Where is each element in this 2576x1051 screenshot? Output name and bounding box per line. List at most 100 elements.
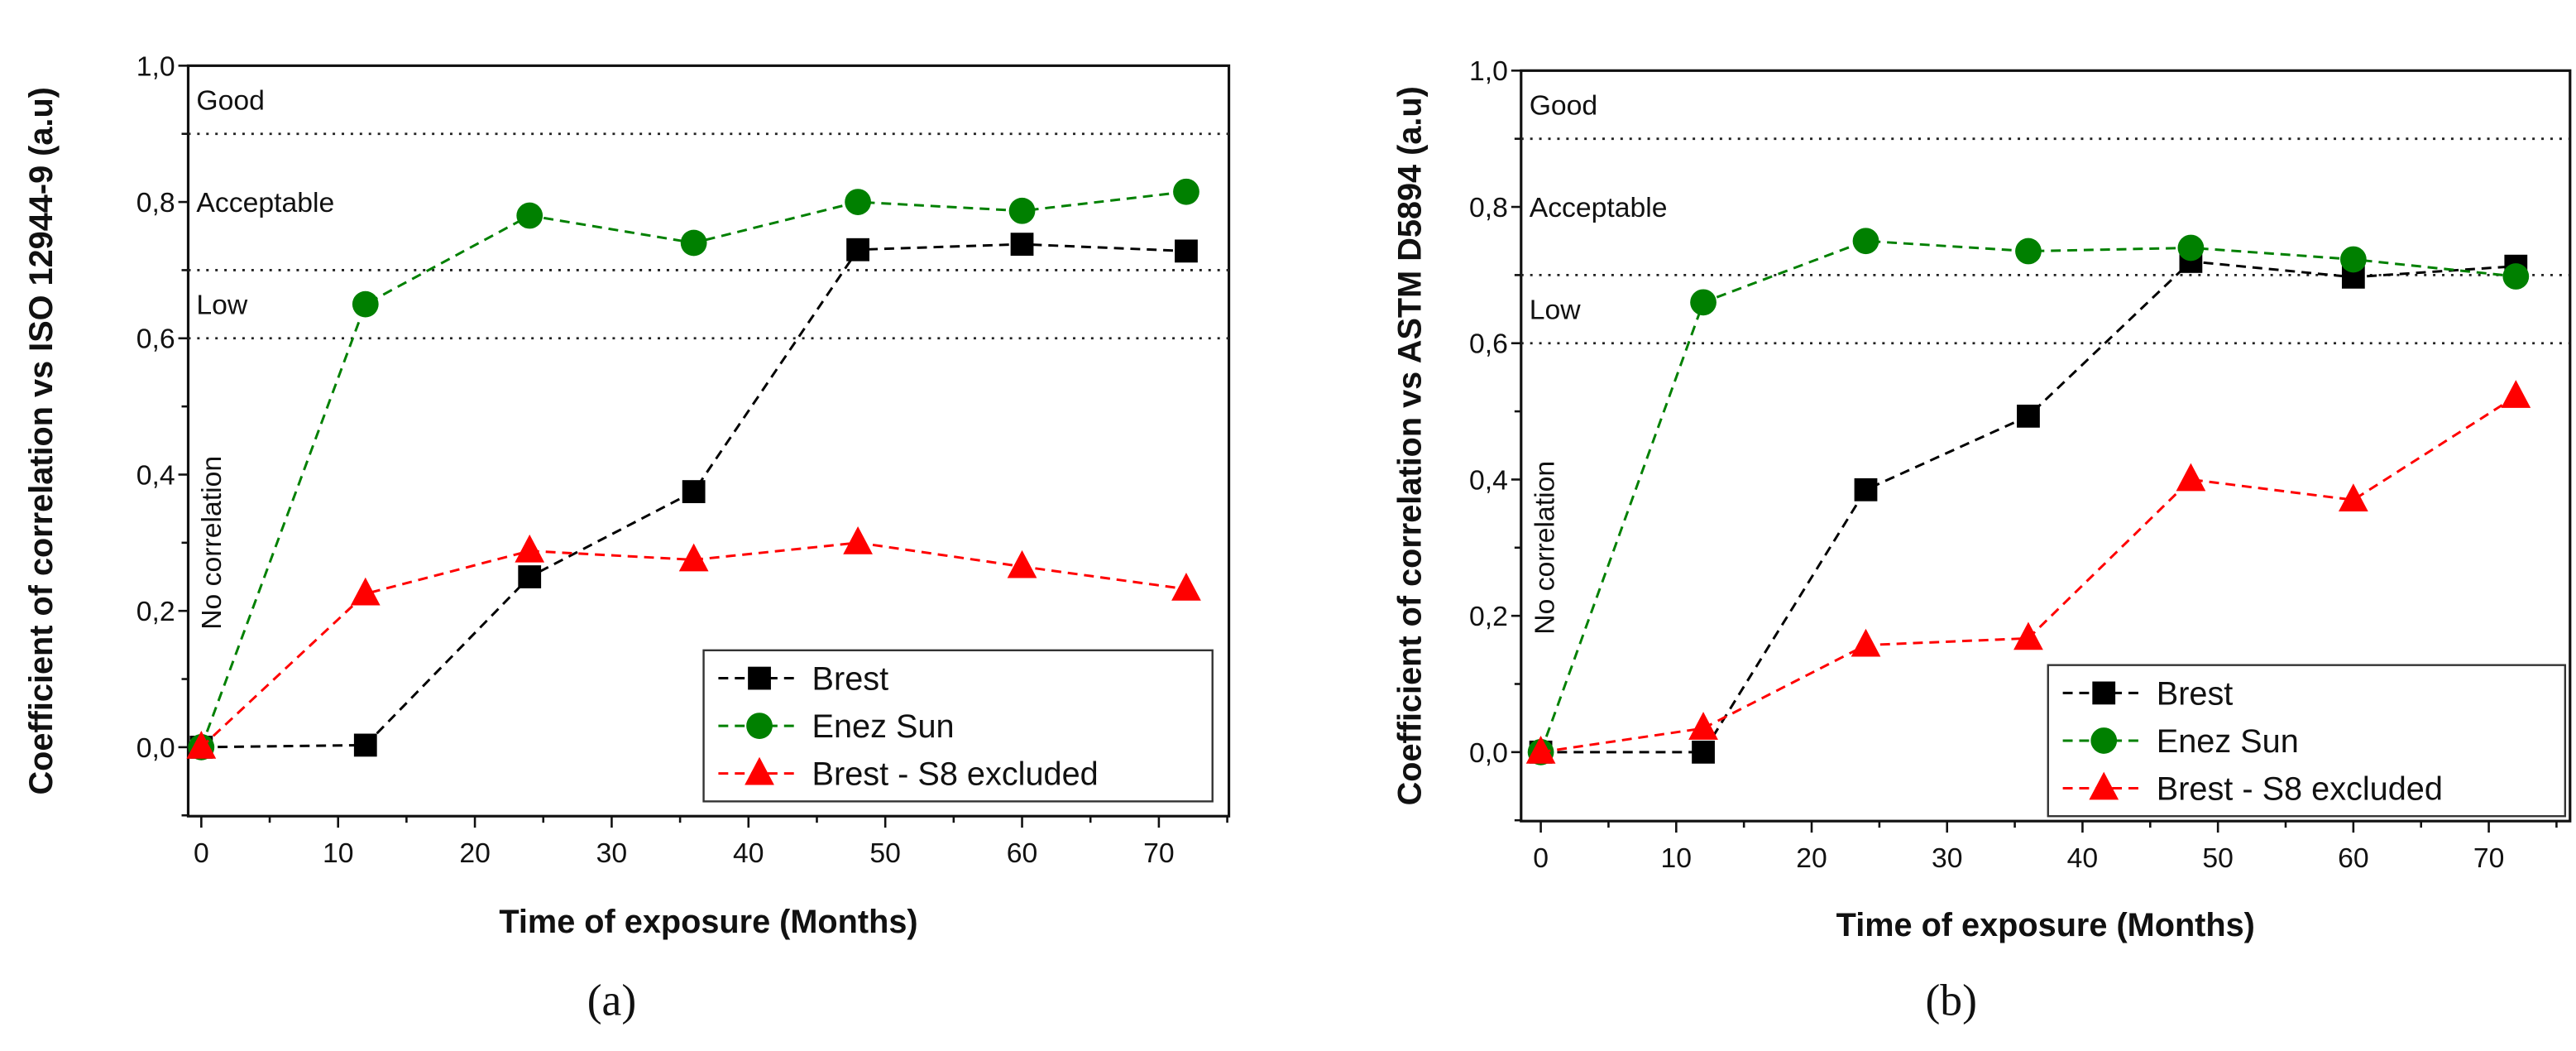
region-label-good: Good (1530, 89, 1598, 121)
x-tick-label: 20 (459, 837, 491, 869)
y-tick-label: 1,0 (1469, 55, 1508, 87)
data-point (515, 534, 545, 563)
data-point (1525, 736, 1556, 764)
y-tick-label: 0,4 (1469, 464, 1508, 496)
legend-label: Brest - S8 excluded (2157, 770, 2443, 807)
y-tick-label: 0,6 (1469, 329, 1508, 360)
y-tick-label: 0,0 (1469, 737, 1508, 769)
x-tick-label: 60 (1007, 837, 1038, 869)
data-point (680, 229, 707, 257)
y-tick-label: 0,4 (136, 459, 175, 491)
data-point (2017, 404, 2040, 428)
data-point (1690, 289, 1717, 316)
data-point (1008, 197, 1036, 224)
plot-frame (1520, 69, 2572, 823)
region-label-no-correlation: No correlation (196, 456, 227, 630)
data-point (2015, 238, 2042, 265)
y-tick-label: 0,0 (136, 732, 175, 764)
data-point (682, 480, 706, 503)
chart-panel-a: 0,0 0,2 0,4 0,6 0,8 1,0 0 10 20 30 40 50 60 70 Good Acc… (23, 50, 1231, 1025)
legend-marker (2090, 727, 2118, 754)
x-axis-title: Time of exposure (Months) (499, 904, 917, 940)
series-enez-sun (188, 178, 1199, 761)
data-point (353, 733, 377, 757)
region-label-acceptable: Acceptable (1530, 192, 1668, 223)
legend-label: Brest (2157, 675, 2234, 712)
data-point (516, 202, 543, 229)
data-point (518, 565, 542, 588)
legend-marker (748, 666, 771, 690)
region-label-acceptable: Acceptable (196, 187, 334, 218)
x-tick-label: 0 (194, 837, 209, 869)
legend-label: Enez Sun (812, 708, 955, 745)
series-enez-sun (1527, 228, 2530, 765)
y-tick-label: 0,8 (1469, 192, 1508, 223)
data-point (2501, 380, 2531, 408)
x-tick-label: 70 (2473, 842, 2505, 874)
data-point (1007, 549, 1037, 578)
legend-marker (2092, 681, 2116, 705)
data-point (2339, 246, 2367, 273)
data-point (186, 731, 217, 759)
panel-caption: (b) (1925, 975, 1976, 1025)
data-point (2177, 234, 2205, 262)
x-tick-label: 70 (1143, 837, 1175, 869)
series-brest-s8-excluded (1525, 380, 2531, 764)
data-point (1175, 239, 1198, 263)
data-point (2176, 463, 2206, 492)
y-tick-label: 0,2 (136, 596, 175, 627)
data-point (845, 189, 871, 215)
data-point (846, 238, 869, 262)
legend-label: Brest - S8 excluded (812, 756, 1099, 793)
data-point (352, 290, 379, 318)
y-tick-label: 0,8 (136, 187, 175, 218)
data-point (678, 543, 709, 572)
legend-label: Brest (812, 660, 889, 697)
y-axis-title: Coefficient of correlation vs ASTM D5894… (1392, 86, 1429, 805)
plot-frame (186, 64, 1231, 818)
region-label-low: Low (1530, 294, 1582, 325)
y-tick-label: 0,6 (136, 324, 175, 355)
data-point (1692, 740, 1715, 764)
x-tick-label: 40 (2067, 842, 2099, 874)
x-tick-label: 10 (1661, 842, 1693, 874)
region-label-low: Low (196, 290, 248, 321)
data-point (1010, 233, 1034, 257)
region-label-no-correlation: No correlation (1529, 461, 1560, 635)
data-point (1854, 478, 1878, 502)
data-point (350, 577, 381, 606)
y-tick-label: 1,0 (136, 50, 175, 82)
x-tick-label: 0 (1533, 842, 1549, 874)
legend-marker (745, 756, 774, 785)
data-point (2339, 483, 2368, 512)
data-point (1688, 712, 1718, 740)
x-tick-label: 30 (596, 837, 628, 869)
x-tick-label: 60 (2338, 842, 2369, 874)
data-point (2502, 263, 2530, 290)
y-tick-label: 0,2 (1469, 601, 1508, 632)
data-point (1852, 228, 1879, 255)
x-tick-label: 50 (869, 837, 901, 869)
y-axis-title: Coefficient of correlation vs ISO 12944-… (23, 87, 60, 794)
x-tick-label: 40 (733, 837, 764, 869)
data-point (1173, 178, 1199, 205)
series-brest-s8-excluded (186, 526, 1201, 759)
legend-marker (2089, 771, 2119, 800)
x-tick-label: 30 (1932, 842, 1963, 874)
x-tick-label: 50 (2202, 842, 2234, 874)
legend: Brest Enez Sun Brest - S8 excluded (702, 649, 1214, 803)
panel-caption: (a) (587, 975, 636, 1025)
region-label-good: Good (196, 84, 265, 116)
legend: Brest Enez Sun Brest - S8 excluded (2047, 664, 2567, 818)
x-axis-title: Time of exposure (Months) (1836, 907, 2255, 943)
data-point (843, 526, 873, 554)
data-point (2013, 621, 2043, 650)
legend-marker (746, 713, 773, 739)
x-tick-label: 10 (323, 837, 354, 869)
legend-label: Enez Sun (2157, 723, 2299, 760)
data-point (1851, 628, 1881, 657)
chart-panel-b: 0,0 0,2 0,4 0,6 0,8 1,0 0 10 20 30 40 50 60 70 Good Acc… (1392, 55, 2572, 1025)
x-tick-label: 20 (1796, 842, 1827, 874)
